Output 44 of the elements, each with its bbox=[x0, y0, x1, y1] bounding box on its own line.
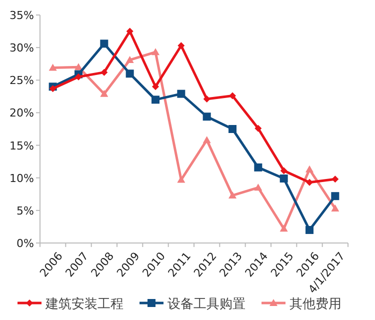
point bbox=[74, 63, 82, 70]
point bbox=[254, 163, 262, 172]
point bbox=[254, 184, 262, 191]
y-tick-label: 20% bbox=[10, 106, 34, 120]
point bbox=[100, 90, 108, 97]
legend-label: 建筑安装工程 bbox=[44, 296, 124, 312]
point bbox=[126, 28, 134, 35]
point bbox=[100, 40, 108, 48]
point bbox=[332, 176, 339, 183]
point bbox=[306, 165, 314, 172]
point bbox=[306, 226, 314, 234]
y-tick-label: 0% bbox=[16, 237, 34, 250]
point bbox=[126, 70, 134, 78]
point bbox=[202, 112, 211, 121]
point bbox=[49, 85, 56, 92]
point bbox=[254, 124, 262, 132]
point bbox=[152, 96, 160, 104]
y-tick-label: 35% bbox=[10, 9, 34, 22]
point bbox=[331, 192, 340, 200]
point bbox=[306, 178, 313, 186]
point bbox=[228, 191, 236, 198]
point bbox=[48, 64, 57, 71]
point bbox=[203, 96, 210, 103]
point bbox=[280, 167, 288, 174]
point bbox=[152, 83, 159, 90]
point bbox=[178, 42, 185, 50]
point bbox=[280, 224, 288, 232]
point bbox=[202, 136, 211, 144]
point bbox=[177, 90, 186, 98]
y-tick-label: 30% bbox=[10, 42, 34, 55]
point bbox=[152, 48, 160, 56]
point bbox=[126, 56, 134, 63]
point bbox=[280, 174, 288, 183]
point bbox=[100, 68, 108, 76]
y-tick-label: 10% bbox=[10, 172, 34, 185]
y-tick-label: 15% bbox=[10, 139, 34, 152]
point bbox=[75, 73, 82, 80]
legend-label: 设备工具购置 bbox=[168, 297, 246, 312]
point bbox=[229, 92, 236, 100]
point bbox=[331, 204, 340, 212]
point bbox=[228, 125, 236, 133]
y-tick-label: 25% bbox=[10, 74, 34, 88]
y-tick-label: 5% bbox=[16, 204, 34, 218]
legend-label: 其他费用 bbox=[290, 297, 342, 312]
